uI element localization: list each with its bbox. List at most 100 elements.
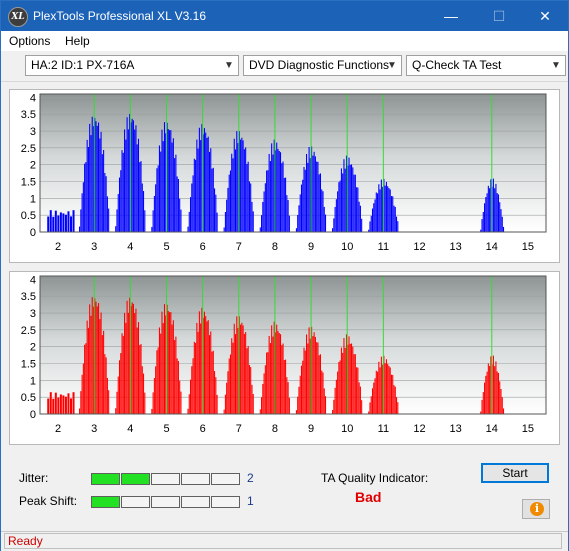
histogram-bar bbox=[321, 189, 323, 232]
menu-options[interactable]: Options bbox=[9, 34, 51, 48]
histogram-bar bbox=[352, 346, 354, 414]
histogram-bar bbox=[317, 161, 319, 232]
histogram-bar bbox=[228, 358, 230, 414]
histogram-bar bbox=[117, 194, 119, 232]
histogram-bar bbox=[368, 411, 370, 414]
histogram-bar bbox=[264, 183, 266, 232]
histogram-bar bbox=[92, 126, 95, 232]
ta-quality-value: Bad bbox=[355, 489, 382, 505]
histogram-bar bbox=[193, 158, 195, 232]
histogram-bar bbox=[324, 214, 327, 232]
histogram-bar bbox=[215, 377, 217, 414]
function-select[interactable]: DVD Diagnostic Functions ▼ bbox=[243, 55, 402, 76]
x-tick-label: 5 bbox=[163, 241, 169, 253]
histogram-bar bbox=[263, 191, 265, 232]
peak-shift-meter-cell bbox=[121, 496, 150, 508]
histogram-bar bbox=[342, 173, 344, 232]
histogram-bar bbox=[356, 187, 358, 232]
histogram-bar bbox=[211, 168, 213, 232]
histogram-bar bbox=[308, 327, 310, 414]
histogram-bar bbox=[229, 170, 232, 232]
histogram-bar bbox=[136, 327, 138, 414]
histogram-bar bbox=[261, 215, 263, 232]
histogram-bar bbox=[481, 399, 483, 414]
histogram-bar bbox=[161, 129, 163, 232]
histogram-bar bbox=[338, 362, 340, 414]
histogram-bar bbox=[383, 178, 385, 232]
info-button[interactable]: i bbox=[522, 499, 550, 519]
histogram-bar bbox=[388, 187, 390, 232]
histogram-bar bbox=[397, 402, 399, 414]
histogram-bar bbox=[129, 297, 131, 414]
histogram-bar bbox=[166, 304, 168, 414]
histogram-bar bbox=[172, 320, 174, 414]
histogram-bar bbox=[309, 338, 311, 414]
histogram-bar bbox=[279, 334, 282, 414]
y-tick-label: 4 bbox=[30, 92, 36, 104]
histogram-bar bbox=[196, 322, 198, 414]
histogram-bar bbox=[307, 162, 309, 232]
histogram-bar bbox=[358, 201, 360, 232]
histogram-bar bbox=[224, 394, 226, 414]
histogram-bar bbox=[134, 312, 136, 414]
histogram-bar bbox=[489, 188, 491, 232]
histogram-bar bbox=[166, 122, 168, 232]
x-tick-label: 12 bbox=[413, 423, 425, 435]
menu-bar: Options Help bbox=[1, 31, 568, 51]
histogram-bar bbox=[499, 202, 501, 232]
histogram-bar bbox=[104, 354, 106, 414]
x-tick-label: 14 bbox=[486, 423, 498, 435]
plot-frame bbox=[39, 275, 547, 415]
histogram-bar bbox=[495, 361, 497, 414]
histogram-bar bbox=[375, 192, 377, 232]
histogram-bar bbox=[251, 384, 253, 414]
y-tick-label: 1 bbox=[30, 193, 36, 205]
histogram-bar bbox=[283, 359, 285, 414]
menu-help[interactable]: Help bbox=[65, 34, 90, 48]
x-tick-label: 11 bbox=[378, 241, 389, 253]
histogram-bar bbox=[96, 125, 98, 232]
histogram-bar bbox=[157, 165, 159, 232]
histogram-bar bbox=[497, 194, 500, 232]
histogram-bar bbox=[324, 396, 327, 414]
histogram-bar bbox=[189, 379, 192, 414]
x-tick-label: 13 bbox=[450, 423, 462, 435]
histogram-bar bbox=[233, 323, 235, 414]
histogram-bar bbox=[167, 129, 169, 232]
histogram-bar bbox=[278, 332, 280, 414]
y-tick-label: 2 bbox=[30, 342, 36, 354]
histogram-bar bbox=[103, 149, 105, 232]
histogram-bar bbox=[496, 371, 498, 414]
histogram-bar bbox=[129, 114, 131, 232]
x-tick-label: 7 bbox=[236, 241, 242, 253]
histogram-bar bbox=[117, 376, 119, 414]
close-button[interactable]: ✕ bbox=[539, 8, 551, 24]
histogram-bar bbox=[247, 161, 249, 232]
drive-select[interactable]: HA:2 ID:1 PX-716A ▼ bbox=[25, 55, 239, 76]
histogram-bar bbox=[486, 193, 488, 232]
histogram-bar bbox=[241, 322, 243, 414]
histogram-bar bbox=[349, 164, 351, 232]
plot-frame bbox=[39, 93, 547, 233]
histogram-bar bbox=[299, 194, 301, 232]
histogram-bar bbox=[385, 359, 387, 414]
histogram-bar bbox=[314, 336, 316, 414]
histogram-bar bbox=[143, 191, 145, 232]
histogram-bar bbox=[89, 304, 91, 414]
histogram-bar bbox=[152, 392, 154, 414]
minimize-button[interactable]: — bbox=[444, 8, 458, 24]
histogram-bar bbox=[131, 118, 133, 232]
histogram-bars bbox=[47, 114, 505, 232]
histogram-bar bbox=[161, 311, 163, 414]
histogram-bar bbox=[500, 389, 502, 414]
start-button[interactable]: Start bbox=[481, 463, 549, 483]
histogram-bar bbox=[378, 184, 380, 232]
histogram-bar bbox=[246, 164, 248, 232]
histogram-bar bbox=[104, 172, 106, 232]
histogram-bar bbox=[82, 363, 84, 414]
title-bar[interactable]: XL PlexTools Professional XL V3.16 — ☐ ✕ bbox=[1, 1, 568, 31]
test-select[interactable]: Q-Check TA Test ▼ bbox=[406, 55, 566, 76]
maximize-button[interactable]: ☐ bbox=[492, 8, 506, 24]
histogram-bar bbox=[156, 168, 158, 232]
histogram-bar bbox=[211, 351, 213, 414]
